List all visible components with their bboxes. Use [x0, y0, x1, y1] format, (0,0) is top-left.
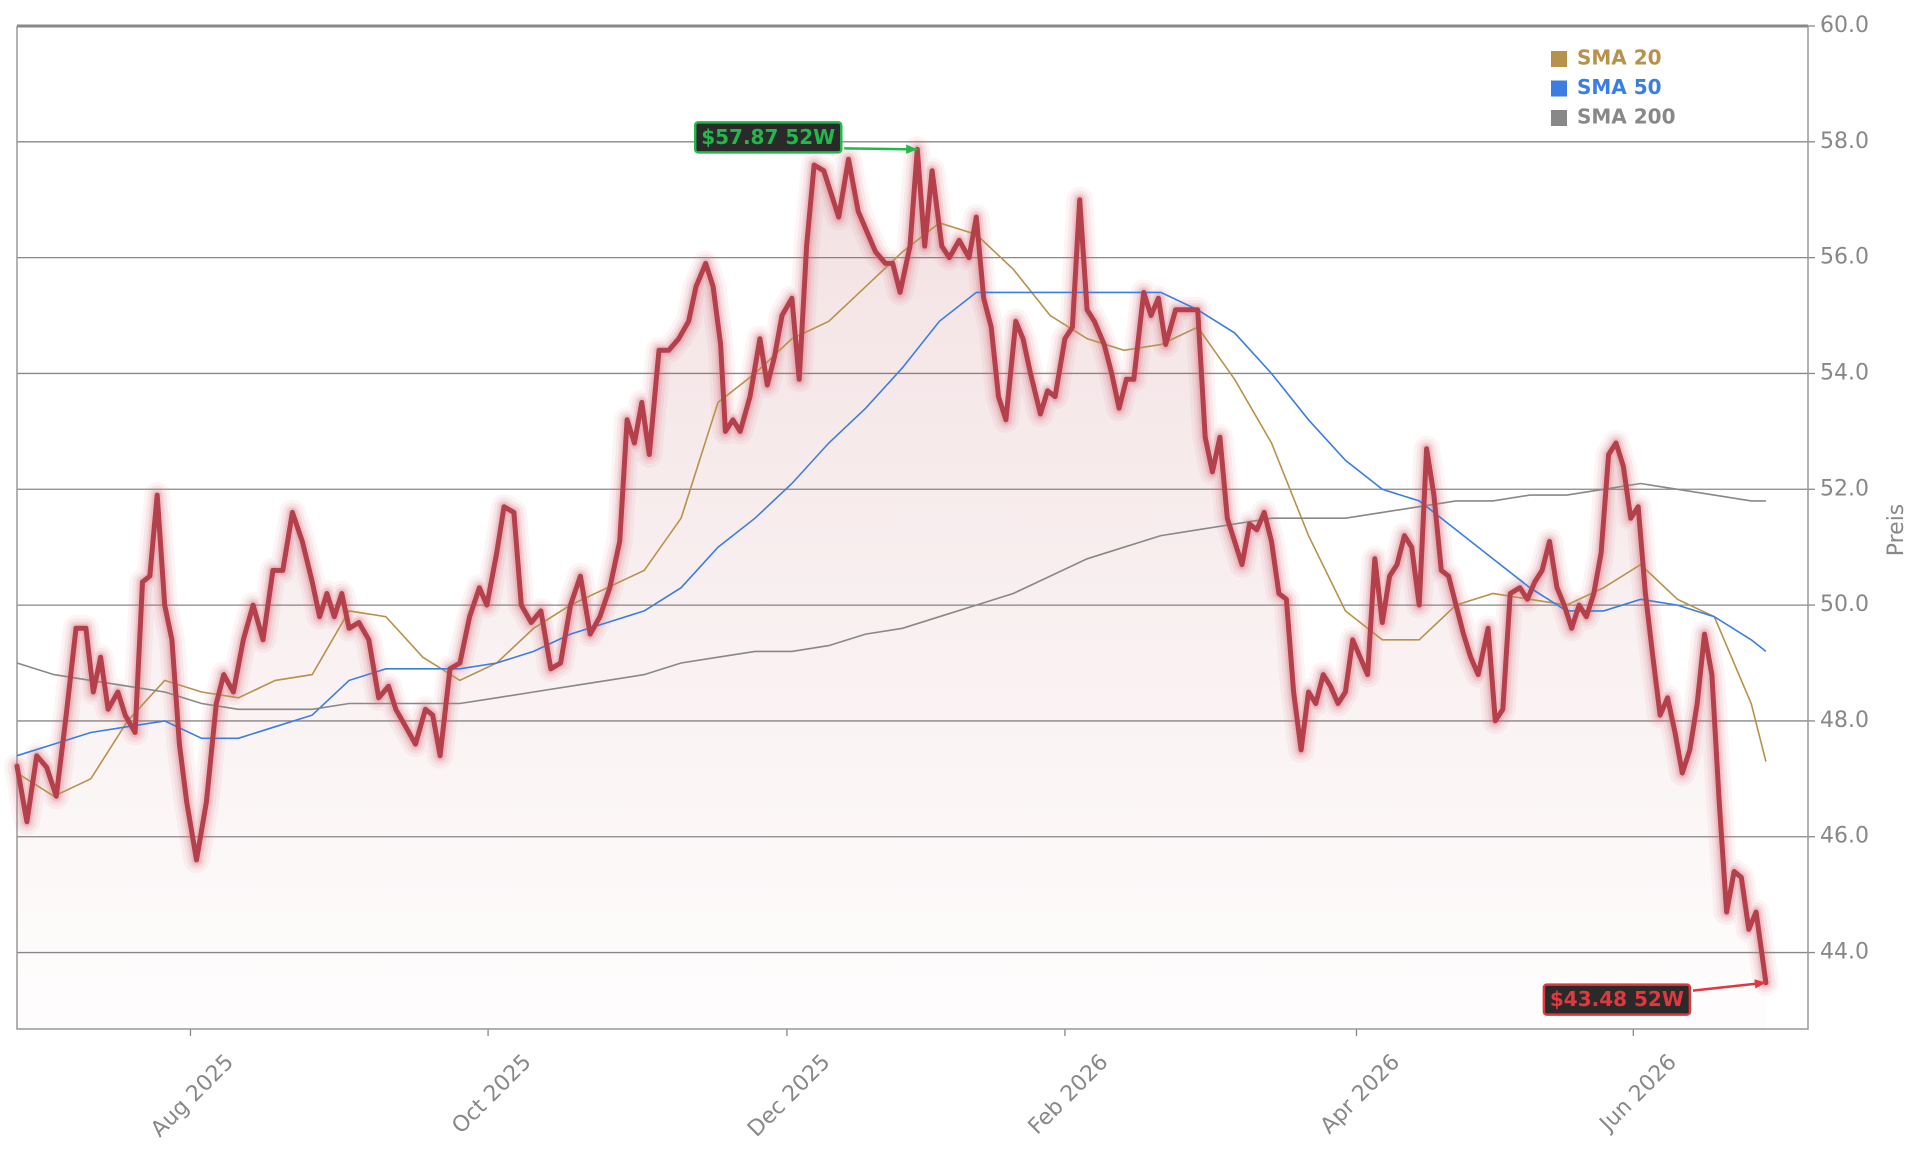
- x-tick-label: Apr 2026: [1316, 1050, 1405, 1139]
- y-tick-label: 58.0: [1820, 129, 1869, 154]
- legend-label: SMA 50: [1577, 75, 1662, 99]
- annotation-arrow: [1692, 981, 1767, 992]
- annotation-box: [693, 121, 843, 154]
- x-tick-label: Feb 2026: [1024, 1050, 1114, 1140]
- sma-line: [16, 482, 1766, 711]
- annotation-box: [1542, 983, 1692, 1016]
- sma-line: [16, 222, 1767, 798]
- legend-swatch: [1551, 80, 1567, 97]
- x-tick-label: Dec 2025: [743, 1050, 835, 1142]
- annotation: $57.87 52W: [693, 121, 918, 154]
- x-tick-label: Aug 2025: [146, 1050, 239, 1143]
- legend-label: SMA 200: [1577, 105, 1676, 129]
- y-axis-label: Preis: [1884, 504, 1909, 557]
- y-tick-label: 46.0: [1820, 824, 1869, 849]
- price-area: [17, 149, 1766, 1030]
- legend-swatch: [1551, 110, 1567, 126]
- sma-line: [16, 291, 1767, 757]
- y-tick-label: 60.0: [1820, 13, 1869, 38]
- annotation: $43.48 52W: [1542, 979, 1767, 1016]
- annotation-arrowhead: [1754, 979, 1766, 989]
- annotation-arrowhead: [906, 144, 918, 154]
- annotation-label: $57.87 52W: [701, 125, 835, 149]
- price-line: [14, 146, 1769, 986]
- y-tick-label: 44.0: [1820, 940, 1869, 965]
- y-tick-label: 52.0: [1820, 476, 1869, 501]
- y-tick-label: 50.0: [1820, 592, 1869, 617]
- x-tick-label: Jun 2026: [1594, 1050, 1682, 1138]
- legend-swatch: [1551, 51, 1567, 67]
- y-tick-label: 54.0: [1820, 360, 1869, 385]
- annotation-arrow: [844, 147, 918, 151]
- annotation-label: $43.48 52W: [1550, 987, 1684, 1011]
- legend-label: SMA 20: [1577, 46, 1662, 70]
- x-tick-label: Oct 2025: [447, 1050, 536, 1139]
- y-tick-label: 56.0: [1820, 245, 1869, 270]
- y-tick-label: 48.0: [1820, 708, 1869, 733]
